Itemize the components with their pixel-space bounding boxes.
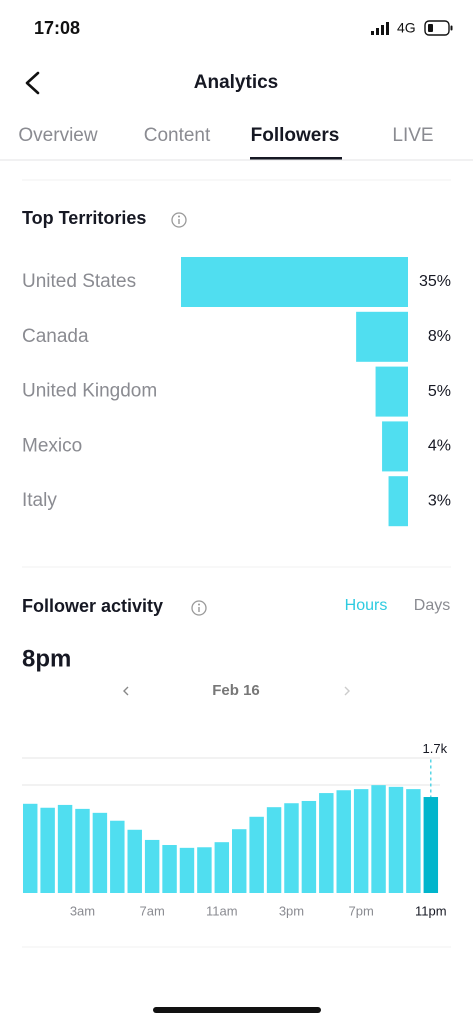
territory-label: United Kingdom [22,381,157,402]
bar [388,476,408,527]
header-title: Analytics [194,72,278,93]
bar [356,311,408,362]
x-tick-label: 11pm [415,903,447,918]
tab[interactable]: Overview [18,125,97,146]
bar [375,366,408,417]
toggle-option[interactable]: Days [414,597,450,614]
bar [423,797,439,893]
territory-label: Mexico [22,435,82,456]
tab[interactable]: Content [144,125,211,146]
bar [214,842,230,893]
info-icon[interactable] [191,600,207,616]
bar [301,800,317,893]
bar [336,790,351,893]
bar [181,257,408,307]
x-tick-label: 7am [139,903,164,918]
bar [40,807,55,893]
bar [371,785,386,893]
tab-underline [250,157,342,160]
signal-icon [371,22,389,35]
battery-icon [424,20,453,36]
bar [197,847,212,893]
territory-label: Italy [22,490,57,511]
territory-label: United States [22,271,136,292]
section-title: Top Territories [22,208,146,228]
bar [388,786,404,893]
x-tick-label: 7pm [348,903,373,918]
date-label: Feb 16 [212,682,260,699]
bar [75,808,90,893]
bar [249,816,264,893]
bar [382,421,408,472]
value-label: 8% [428,328,451,345]
x-tick-label: 3pm [279,903,304,918]
next-date[interactable] [344,686,350,696]
info-icon[interactable] [171,212,187,228]
bar [284,803,299,893]
toggle-option[interactable]: Hours [345,597,388,614]
bar [353,789,369,893]
value-label: 3% [428,492,451,509]
bar [57,804,73,893]
section-title: Follower activity [22,596,163,616]
territory-label: Canada [22,326,89,347]
value-label: 1.7k [423,741,448,756]
bar [266,807,282,893]
x-tick-label: 11am [206,903,238,918]
bar [406,789,421,893]
tab[interactable]: LIVE [392,125,433,146]
bar [92,812,108,893]
status-time: 17:08 [34,18,80,38]
bar [144,839,160,893]
x-tick-label: 3am [70,903,95,918]
prev-date[interactable] [123,686,129,696]
bar [23,803,38,893]
selected-time: 8pm [22,645,71,672]
value-label: 4% [428,438,451,455]
status-network: 4G [397,20,416,36]
bar [319,793,334,893]
bar [110,820,125,893]
bar [162,845,177,893]
back-button[interactable] [25,71,40,95]
bar [127,829,142,893]
value-label: 5% [428,383,451,400]
bar [179,847,195,893]
bar [232,829,247,893]
value-label: 35% [419,273,451,290]
tab[interactable]: Followers [251,125,340,146]
home-indicator [153,1007,321,1013]
